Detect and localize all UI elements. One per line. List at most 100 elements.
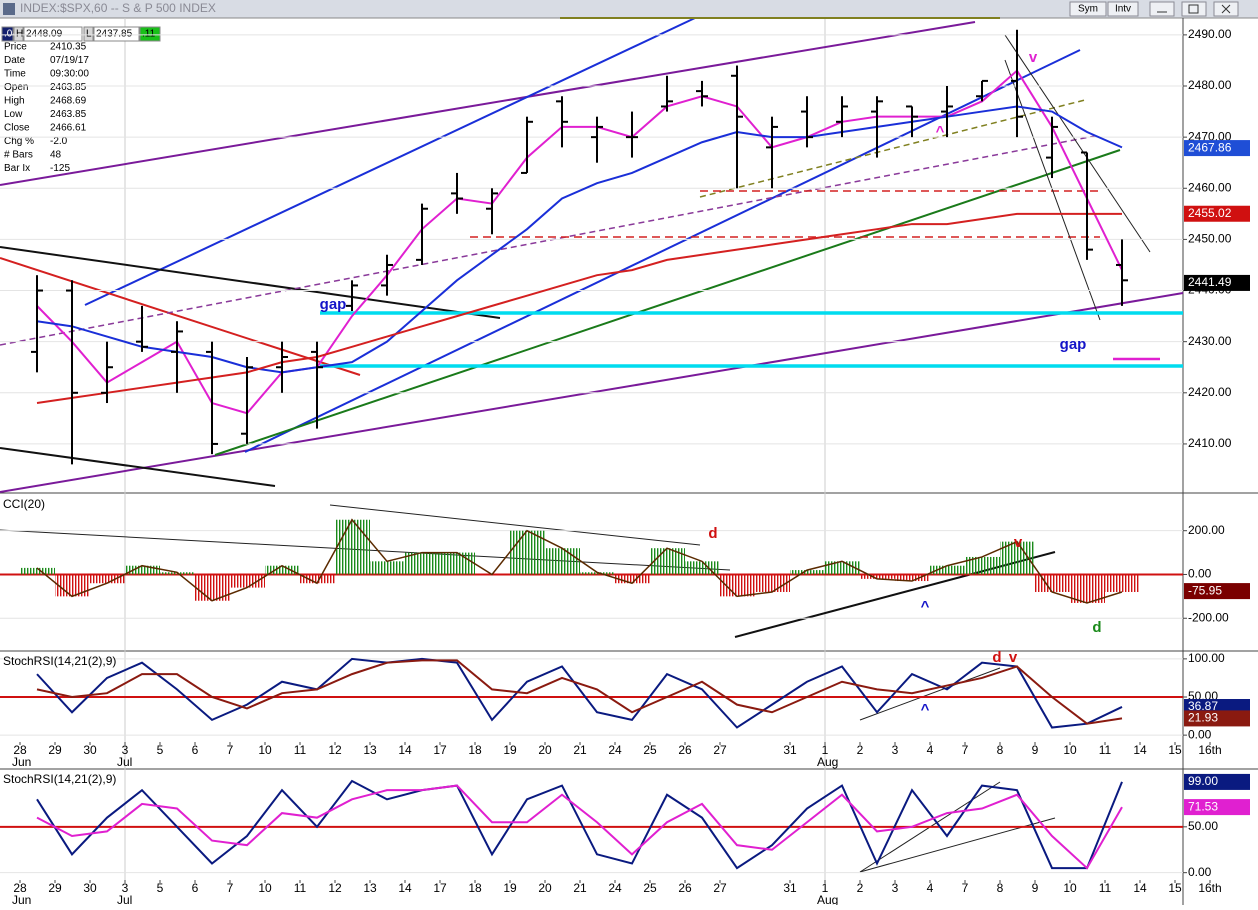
x-tick-label: 7 (227, 743, 234, 757)
close-icon (1221, 4, 1231, 14)
intv-label[interactable]: Intv (1115, 4, 1131, 15)
moving-average (36, 105, 1123, 374)
x-tick-label: 9 (1032, 743, 1039, 757)
x-tick-label: 11 (1099, 881, 1112, 895)
x-tick-label: 12 (328, 743, 342, 757)
x-tick-label: 7 (962, 881, 969, 895)
y-tick-label: 2450.00 (1188, 232, 1232, 246)
trend-line (1004, 34, 1151, 253)
x-tick-label: 27 (713, 743, 727, 757)
x-tick-label: 16th (1198, 743, 1221, 757)
y-tick-label: 2460.00 (1188, 180, 1232, 194)
cci-bar (370, 561, 405, 575)
x-tick-label: 29 (48, 881, 62, 895)
trend-line (84, 17, 696, 306)
cci-bar (1070, 574, 1105, 603)
quote-box (13, 26, 24, 42)
intv-button[interactable] (1107, 1, 1139, 17)
x-tick-label: 26 (678, 881, 692, 895)
cci-line (36, 518, 1123, 604)
quote-text: H (16, 29, 23, 40)
sym-label[interactable]: Sym (1078, 4, 1098, 15)
x-tick-label: 15 (1168, 743, 1182, 757)
quote-text: .11 (142, 29, 156, 40)
info-label: Low (4, 109, 23, 120)
info-value: 07/19/17 (50, 55, 89, 66)
sym-button[interactable] (1069, 1, 1107, 17)
info-label: Date (4, 55, 26, 66)
month-label: Jul (117, 755, 132, 769)
value-tag-label: 36.87 (1188, 699, 1218, 713)
x-tick-label: 29 (48, 743, 62, 757)
x-tick-label: 6 (192, 881, 199, 895)
quote-box (23, 26, 83, 42)
cci-bar (300, 574, 335, 584)
annotation: d (1092, 619, 1101, 636)
info-label: # Bars (4, 150, 33, 161)
trend-lines (0, 17, 1184, 873)
x-tick-label: 13 (363, 743, 377, 757)
cci-bar (20, 567, 55, 575)
quote-box (1, 26, 14, 42)
value-tag-label: 2441.49 (1188, 275, 1232, 289)
maximize-icon (1188, 4, 1199, 14)
cci-bar (1105, 574, 1140, 592)
x-tick-label: 11 (294, 881, 307, 895)
x-tick-label: 25 (643, 881, 657, 895)
cci-bar (90, 574, 125, 584)
x-tick-label: 18 (468, 743, 482, 757)
minimize-button[interactable] (1149, 1, 1175, 17)
value-tag (1184, 583, 1250, 600)
cci-bar (685, 561, 720, 575)
x-tick-label: 11 (294, 743, 307, 757)
x-tick-label: 28 (13, 743, 27, 757)
quote-box (93, 26, 140, 42)
trend-line (0, 134, 1101, 346)
annotation: d (708, 525, 717, 542)
x-tick-label: 10 (1063, 881, 1077, 895)
month-label: Aug (817, 755, 838, 769)
x-tick-label: 28 (13, 881, 27, 895)
annotation: v (1029, 49, 1038, 66)
x-tick-label: 30 (83, 881, 97, 895)
info-value: 2410.35 (50, 42, 87, 53)
info-value: -125 (50, 163, 70, 174)
info-value: 48 (50, 150, 62, 161)
x-tick-label: 1 (822, 881, 829, 895)
cci-bar (720, 574, 755, 597)
x-tick-label: 4 (927, 881, 934, 895)
x-tick-label: 10 (258, 743, 272, 757)
info-value: 09:30:00 (50, 69, 89, 80)
info-label: Bar Ix (4, 163, 30, 174)
cci-bar (405, 552, 440, 575)
x-tick-label: 12 (328, 881, 342, 895)
cci-bar (195, 574, 230, 601)
cci-bar (230, 574, 265, 588)
y-tick-label: -200.00 (1188, 610, 1229, 624)
x-tick-label: 4 (927, 743, 934, 757)
maximize-button[interactable] (1181, 1, 1207, 17)
y-tick-label: 0.00 (1188, 567, 1212, 581)
cci-bar (1035, 574, 1070, 592)
cci-bar (825, 561, 860, 575)
y-tick-label: 50.00 (1188, 819, 1218, 833)
annotation: v (1009, 649, 1018, 666)
cci-bar (965, 556, 1000, 575)
x-tick-label: 24 (608, 743, 622, 757)
window-title: INDEX:$SPX,60 -- S & P 500 INDEX (20, 1, 216, 15)
x-tick-label: 19 (503, 881, 517, 895)
quote-text: 2437.85 (96, 29, 133, 40)
y-tick-label: 200.00 (1188, 523, 1225, 537)
month-label: Aug (817, 893, 838, 905)
value-tag (1184, 799, 1250, 816)
info-value: 2466.61 (50, 123, 87, 134)
x-tick-label: 14 (1133, 743, 1147, 757)
x-tick-label: 27 (713, 881, 727, 895)
x-tick-label: 3 (122, 881, 129, 895)
x-tick-label: 14 (398, 743, 412, 757)
x-tick-label: 20 (538, 743, 552, 757)
info-label: High (4, 96, 25, 107)
value-tag (1184, 205, 1250, 222)
cci-bar (790, 570, 825, 575)
